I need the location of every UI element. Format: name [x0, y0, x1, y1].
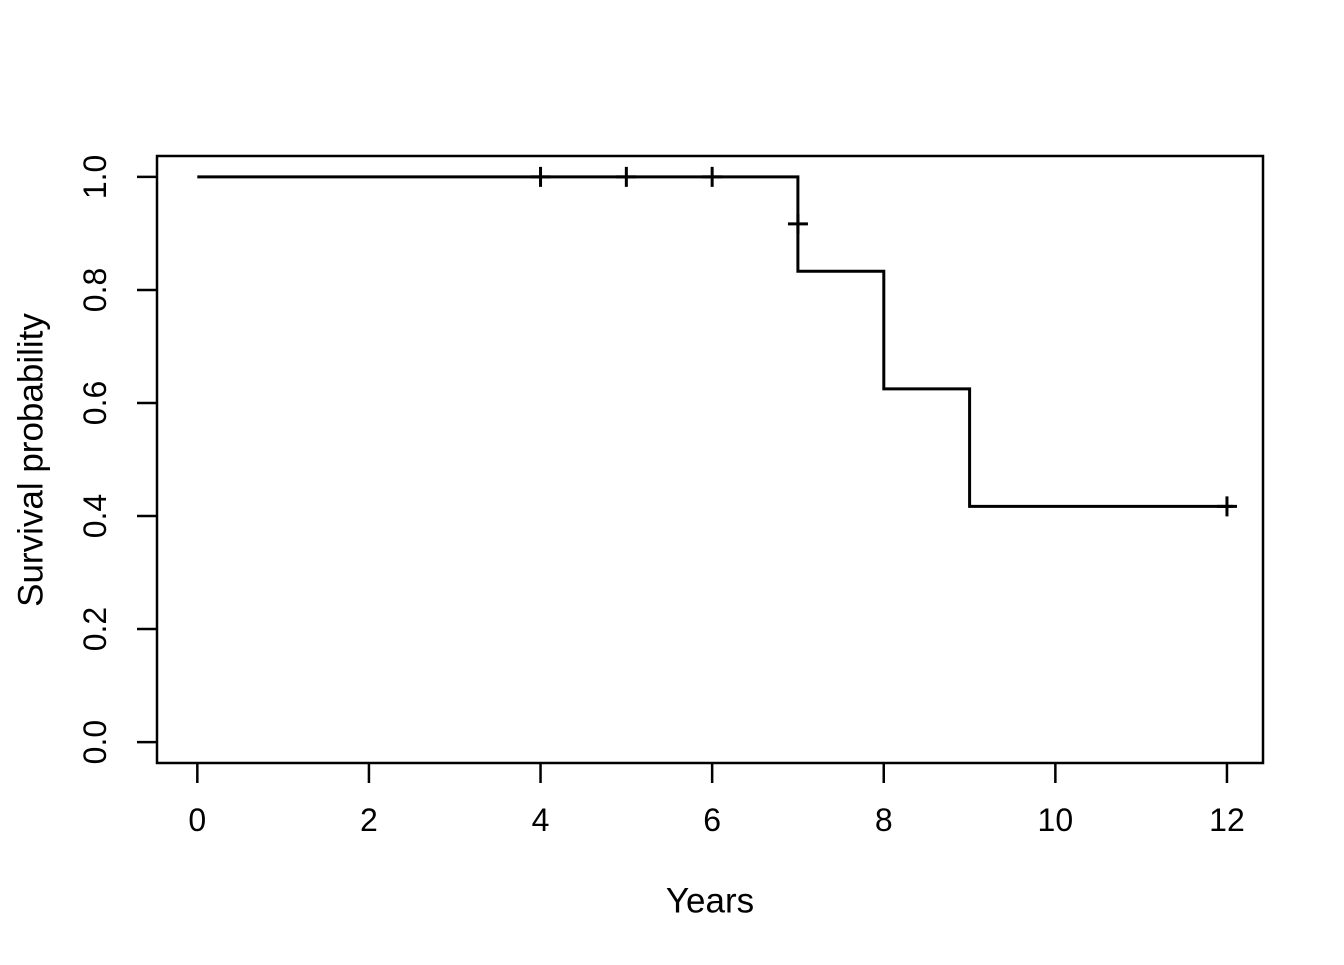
x-tick-label-0: 0 — [188, 802, 206, 838]
x-axis-ticks: 0 2 4 6 8 10 12 — [188, 763, 1245, 838]
censor-mark-2 — [702, 166, 723, 187]
y-axis-ticks: 0.0 0.2 0.4 0.6 0.8 1.0 — [77, 155, 157, 764]
y-tick-label-3: 0.6 — [77, 381, 113, 425]
x-tick-label-1: 2 — [360, 802, 378, 838]
x-tick-label-5: 10 — [1038, 802, 1074, 838]
survival-curve-line — [197, 175, 1233, 508]
censor-mark-1 — [616, 166, 637, 187]
y-tick-label-4: 0.8 — [77, 268, 113, 312]
y-axis-label: Survival probability — [11, 313, 50, 607]
plot-border — [155, 154, 1265, 765]
x-tick-label-6: 12 — [1209, 802, 1245, 838]
censor-mark-0 — [530, 166, 551, 187]
censor-mark-4 — [1216, 496, 1237, 517]
x-axis-label: Years — [666, 881, 754, 920]
survival-curve-group — [197, 166, 1237, 517]
y-tick-label-0: 0.0 — [77, 720, 113, 764]
censor-mark-3 — [787, 213, 808, 234]
x-tick-label-3: 6 — [703, 802, 721, 838]
y-tick-label-1: 0.2 — [77, 607, 113, 651]
y-tick-label-5: 1.0 — [77, 155, 113, 199]
x-tick-label-2: 4 — [532, 802, 550, 838]
x-tick-label-4: 8 — [875, 802, 893, 838]
y-tick-label-2: 0.4 — [77, 494, 113, 538]
